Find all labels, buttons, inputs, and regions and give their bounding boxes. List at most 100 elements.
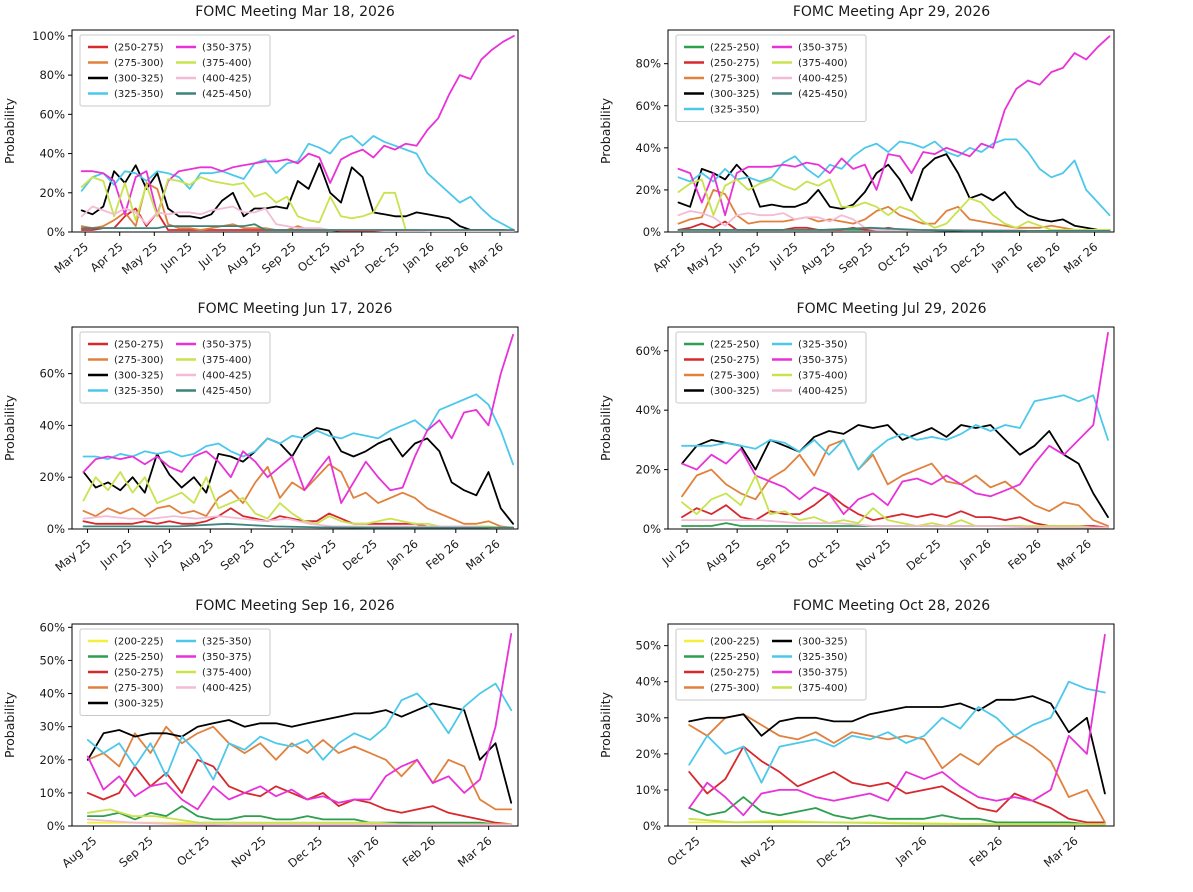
series-line-250-275 — [86, 758, 513, 826]
x-tick-label: Nov 25 — [299, 537, 339, 574]
series-line-325-350 — [677, 138, 1111, 217]
y-tick-label: 60% — [635, 99, 661, 113]
x-tick-label: Jan 26 — [344, 834, 381, 869]
legend-label: (350-375) — [798, 668, 848, 679]
series-line-400-425 — [80, 205, 515, 232]
legend-box — [675, 34, 867, 122]
y-tick-label: 0% — [47, 225, 65, 239]
series-line-350-375 — [86, 632, 513, 811]
series-line-425-450 — [80, 223, 515, 231]
legend-label: (225-250) — [710, 652, 760, 663]
x-tick-label: Oct 25 — [875, 240, 913, 275]
legend-label: (300-325) — [114, 699, 164, 710]
legend-label: (375-400) — [798, 371, 848, 382]
legend-label: (400-425) — [798, 386, 848, 397]
legend-label: (350-375) — [202, 652, 252, 663]
series-line-350-375 — [677, 35, 1111, 217]
legend-label: (350-375) — [202, 340, 252, 351]
x-tick-label: Feb 26 — [1024, 240, 1063, 276]
legend-label: (325-350) — [114, 386, 164, 397]
legend-label: (200-225) — [114, 637, 164, 648]
chart-title: FOMC Meeting Mar 18, 2026 — [195, 4, 395, 20]
legend-label: (325-350) — [798, 652, 848, 663]
series-line-425-450 — [677, 226, 1111, 232]
x-tick-label: Nov 25 — [910, 240, 950, 277]
chart-plot: 0% 10% 20% 30% 40% 50% 60% Aug 25 Sep 25 Oct 25 No… — [2, 620, 519, 871]
y-tick-label: 50% — [39, 653, 65, 667]
legend-label: (275-300) — [710, 74, 760, 85]
y-tick-label: 20% — [635, 747, 661, 761]
x-tick-label: Jun 25 — [157, 240, 195, 275]
x-tick-label: Sep 25 — [754, 537, 794, 573]
y-tick-label: 40% — [635, 403, 661, 417]
legend-label: (225-250) — [710, 43, 760, 54]
y-axis-label: Probability — [598, 394, 613, 461]
legend-label: (250-275) — [114, 340, 164, 351]
chart-panel-mar18: FOMC Meeting Mar 18, 2026 0% 20% 40% 60% 80%… — [0, 0, 596, 297]
x-tick-label: Sep 25 — [218, 537, 258, 573]
x-tick-label: Oct 25 — [295, 240, 333, 275]
y-tick-label: 20% — [635, 183, 661, 197]
x-tick-label: Jan 26 — [892, 834, 929, 869]
chart-plot: 0% 10% 20% 30% 40% 50% Oct 25 Nov 25 Dec 25 Jan 2… — [598, 623, 1115, 870]
x-tick-label: Mar 26 — [1054, 537, 1094, 573]
legend-label: (275-300) — [710, 371, 760, 382]
legend-label: (400-425) — [202, 683, 252, 694]
x-tick-label: Apr 25 — [650, 240, 688, 275]
series-line-400-425 — [82, 515, 514, 529]
x-tick-label: Dec 25 — [285, 834, 325, 871]
legend-label: (425-450) — [202, 386, 252, 397]
y-tick-label: 30% — [635, 711, 661, 725]
y-tick-label: 0% — [643, 522, 661, 536]
legend-label: (300-325) — [114, 371, 164, 382]
y-tick-label: 20% — [39, 470, 65, 484]
x-tick-label: Mar 25 — [51, 240, 91, 276]
legend-label: (300-325) — [710, 89, 760, 100]
y-tick-label: 40% — [39, 687, 65, 701]
legend-label: (300-325) — [114, 74, 164, 85]
x-tick-label: May 25 — [52, 537, 93, 575]
legend-label: (250-275) — [710, 355, 760, 366]
y-tick-label: 40% — [635, 141, 661, 155]
y-axis-label: Probability — [2, 691, 17, 758]
y-tick-label: 100% — [32, 29, 65, 43]
legend-label: (375-400) — [202, 668, 252, 679]
legend-label: (225-250) — [114, 652, 164, 663]
series-line-275-300 — [681, 439, 1109, 527]
x-tick-label: Dec 25 — [948, 240, 988, 277]
y-tick-label: 60% — [39, 620, 65, 634]
series-line-300-325 — [80, 162, 515, 232]
legend-box — [79, 628, 271, 716]
y-tick-label: 0% — [47, 522, 65, 536]
y-tick-label: 20% — [635, 463, 661, 477]
x-tick-label: Jul 25 — [659, 537, 693, 569]
legend-label: (400-425) — [798, 74, 848, 85]
x-tick-label: Apr 25 — [87, 240, 125, 275]
x-tick-label: Oct 25 — [174, 834, 212, 869]
x-tick-label: Mar 26 — [1041, 834, 1081, 870]
legend-label: (250-275) — [114, 43, 164, 54]
chart-plot: 0% 20% 40% 60% May 25 Jun 25 Jul 25 Aug 25 Sep 2… — [2, 326, 519, 575]
x-tick-label: Dec 25 — [903, 537, 943, 574]
legend-label: (350-375) — [202, 43, 252, 54]
y-tick-label: 0% — [643, 225, 661, 239]
series-line-400-425 — [681, 519, 1109, 529]
x-tick-label: Aug 25 — [224, 240, 264, 277]
series-line-300-325 — [82, 427, 514, 525]
y-tick-label: 20% — [39, 753, 65, 767]
x-tick-label: Jan 26 — [988, 240, 1025, 275]
x-tick-label: Mar 26 — [463, 537, 503, 573]
legend-label: (250-275) — [710, 668, 760, 679]
x-tick-label: Sep 25 — [259, 240, 299, 276]
x-tick-label: Nov 25 — [853, 537, 893, 574]
legend-label: (325-350) — [114, 89, 164, 100]
chart-panel-oct28: FOMC Meeting Oct 28, 2026 0% 10% 20% 30% 40%… — [596, 594, 1193, 892]
x-tick-label: Feb 26 — [423, 537, 462, 573]
legend-label: (375-400) — [202, 58, 252, 69]
series-line-300-325 — [681, 424, 1109, 519]
series-line-250-275 — [688, 745, 1106, 824]
legend-label: (325-350) — [710, 105, 760, 116]
x-tick-label: Feb 26 — [400, 834, 439, 870]
